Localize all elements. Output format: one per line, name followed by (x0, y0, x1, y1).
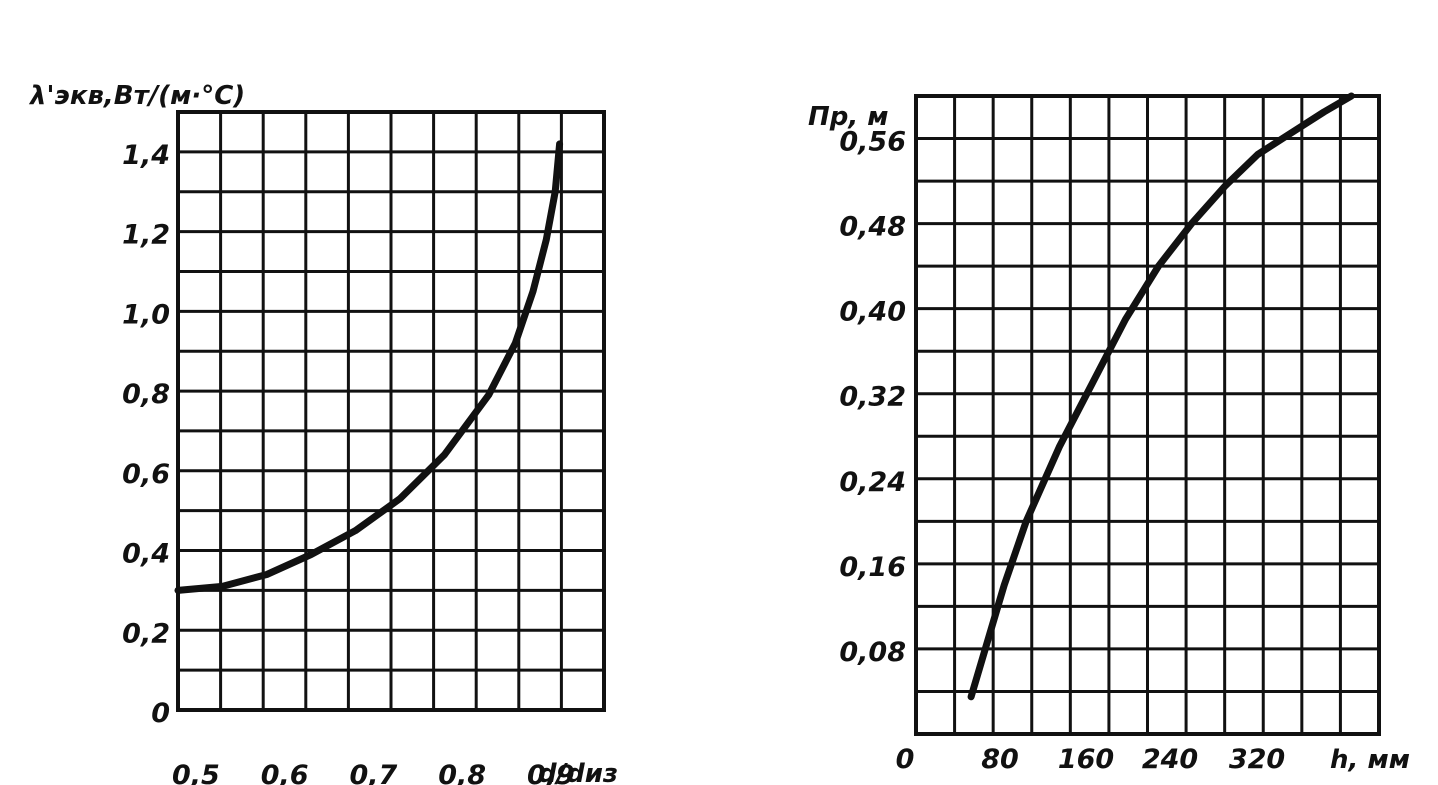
right-chart: 0 80 160 240 320 0,08 0,16 0,24 0,32 0,40 0,48 0,5… (808, 92, 1410, 775)
left-chart-frame (176, 110, 606, 712)
left-x-tick-label: 0,9 (527, 760, 575, 785)
left-y-tick-label: 1,4 (122, 140, 170, 171)
right-y-tick-label: 0,40 (839, 297, 906, 328)
right-chart-y-ticks: 0,08 0,16 0,24 0,32 0,40 0,48 0,56 (839, 127, 906, 668)
right-x-tick-label: 0 (896, 744, 915, 775)
right-y-tick-label: 0,08 (839, 637, 906, 668)
left-y-tick-label: 0,4 (122, 539, 170, 570)
left-y-tick-label: 1,2 (122, 220, 170, 251)
right-y-tick-label: 0,24 (839, 467, 906, 498)
right-y-tick-label: 0,56 (839, 127, 906, 158)
right-x-tick-label: 240 (1142, 744, 1198, 775)
left-y-tick-label: 0,2 (122, 618, 170, 649)
left-chart-grid (178, 112, 604, 710)
right-x-tick-label: 80 (981, 744, 1019, 775)
left-chart-curve (174, 140, 564, 594)
left-y-tick-label: 0,6 (122, 459, 170, 490)
left-chart-y-ticks: 0 0,2 0,4 0,6 0,8 1,0 1,2 1,4 (122, 140, 170, 729)
left-chart-x-ticks: 0,5 0,6 0,7 0,8 0,9 (172, 760, 575, 785)
left-x-tick-label: 0,6 (261, 760, 309, 785)
right-chart-y-label: Пр, м (808, 102, 889, 132)
left-chart-y-label: λ'экв,Вт/(м·°C) (28, 81, 245, 111)
right-chart-curve (967, 92, 1355, 701)
right-y-tick-label: 0,48 (839, 212, 906, 243)
right-y-tick-label: 0,16 (839, 552, 906, 583)
right-y-tick-label: 0,32 (839, 382, 906, 413)
left-x-tick-label: 0,5 (172, 760, 220, 785)
right-x-tick-label: 160 (1058, 744, 1114, 775)
left-x-tick-label: 0,8 (438, 760, 486, 785)
left-y-tick-label: 0,8 (122, 379, 170, 410)
right-x-tick-label: 320 (1229, 744, 1285, 775)
left-x-tick-label: 0,7 (350, 760, 398, 785)
right-chart-x-ticks: 0 80 160 240 320 (896, 744, 1286, 775)
left-chart-x-label: d/dиз (538, 759, 618, 785)
right-chart-frame (914, 94, 1381, 736)
left-chart: 0,5 0,6 0,7 0,8 0,9 0 0,2 0,4 0,6 0,8 1,0 1,2 1,4 λ… (28, 81, 618, 785)
right-chart-x-label: h, мм (1330, 745, 1410, 775)
left-y-tick-label: 0 (151, 698, 170, 729)
left-y-tick-label: 1,0 (122, 299, 170, 330)
right-chart-grid (916, 96, 1379, 734)
